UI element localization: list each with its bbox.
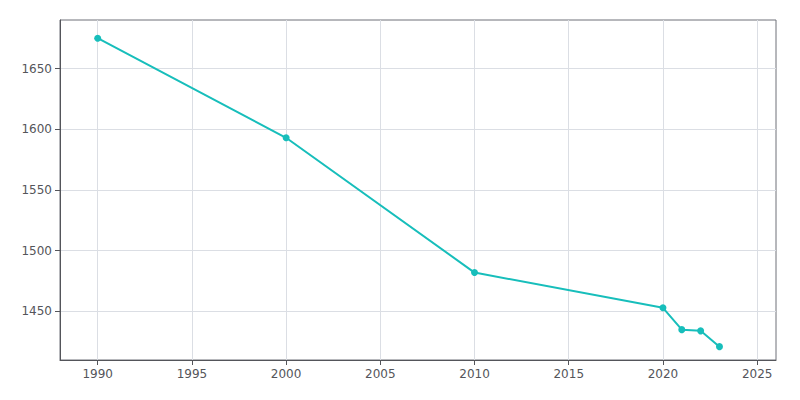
svg-text:1650: 1650	[21, 62, 52, 76]
svg-text:1500: 1500	[21, 244, 52, 258]
svg-text:2010: 2010	[459, 367, 490, 381]
svg-text:2000: 2000	[271, 367, 302, 381]
svg-text:1550: 1550	[21, 183, 52, 197]
svg-text:1995: 1995	[177, 367, 208, 381]
svg-text:2005: 2005	[365, 367, 396, 381]
svg-text:2025: 2025	[742, 367, 773, 381]
svg-text:2020: 2020	[648, 367, 679, 381]
svg-text:1450: 1450	[21, 304, 52, 318]
svg-text:1600: 1600	[21, 122, 52, 136]
svg-text:1990: 1990	[82, 367, 113, 381]
svg-text:2015: 2015	[553, 367, 584, 381]
